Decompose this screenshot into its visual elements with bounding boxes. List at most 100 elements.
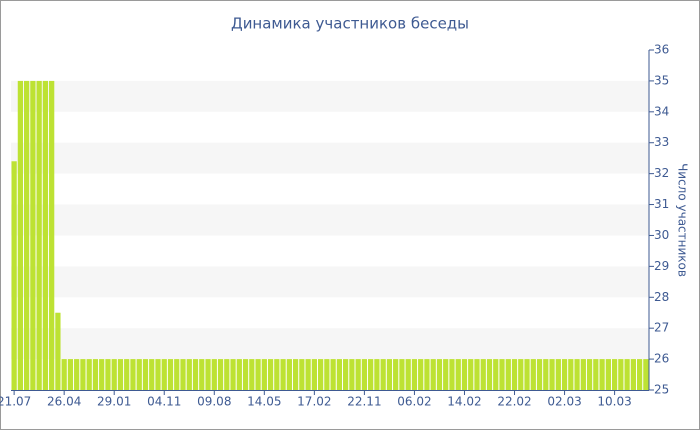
bar xyxy=(205,359,211,390)
bar xyxy=(161,359,167,390)
y-tick-label: 36 xyxy=(654,43,669,57)
bar xyxy=(586,359,593,390)
y-tick-label: 27 xyxy=(654,321,669,335)
bar xyxy=(543,359,549,390)
bar xyxy=(530,359,536,390)
bar xyxy=(99,359,105,390)
bar xyxy=(549,359,555,390)
bar xyxy=(30,80,36,390)
bar xyxy=(330,359,336,390)
bar xyxy=(199,359,205,390)
plot-background xyxy=(11,80,649,360)
bar xyxy=(292,359,299,390)
bar xyxy=(36,80,42,390)
bar xyxy=(355,359,361,390)
y-tick-label: 32 xyxy=(654,166,669,180)
bar xyxy=(236,359,242,390)
x-tick-label: 17.02 xyxy=(297,395,331,409)
x-tick-label: 22.02 xyxy=(497,395,531,409)
bar xyxy=(311,359,317,390)
bar xyxy=(136,359,142,390)
bar xyxy=(593,359,599,390)
bar xyxy=(561,359,568,390)
bar xyxy=(117,359,124,390)
bar xyxy=(92,359,99,390)
x-tick-label: 10.03 xyxy=(597,395,631,409)
bar xyxy=(393,359,399,390)
x-tick-label: 04.11 xyxy=(147,395,181,409)
bar xyxy=(224,359,230,390)
bar xyxy=(49,80,55,390)
bar xyxy=(61,359,67,390)
x-tick-label: 06.02 xyxy=(397,395,431,409)
bar xyxy=(461,359,468,390)
x-tick-label: 21.07 xyxy=(0,395,31,409)
bar xyxy=(599,359,605,390)
bar xyxy=(474,359,480,390)
bar xyxy=(142,359,149,390)
bar xyxy=(636,359,643,390)
bar xyxy=(468,359,474,390)
bar xyxy=(361,359,368,390)
bar xyxy=(24,80,30,390)
bar xyxy=(455,359,461,390)
bar xyxy=(261,359,267,390)
y-tick-label: 29 xyxy=(654,259,669,273)
bar xyxy=(174,359,180,390)
bar xyxy=(67,359,74,390)
bar xyxy=(305,359,311,390)
bar xyxy=(192,359,199,390)
bar xyxy=(580,359,586,390)
grid-band xyxy=(11,80,649,112)
bar xyxy=(11,161,17,390)
bar xyxy=(624,359,630,390)
bar xyxy=(499,359,505,390)
x-tick-label: 29.01 xyxy=(97,395,131,409)
bar xyxy=(618,359,624,390)
bar xyxy=(568,359,574,390)
bar xyxy=(449,359,455,390)
bar xyxy=(167,359,174,390)
bar xyxy=(349,359,355,390)
bar xyxy=(536,359,543,390)
bar xyxy=(605,359,611,390)
bar xyxy=(105,359,111,390)
y-tick-label: 33 xyxy=(654,135,669,149)
bar xyxy=(436,359,443,390)
bar xyxy=(155,359,161,390)
bar xyxy=(368,359,374,390)
y-tick-label: 26 xyxy=(654,352,669,366)
x-tick-label: 26.04 xyxy=(47,395,81,409)
bar xyxy=(249,359,255,390)
bar xyxy=(574,359,580,390)
bar xyxy=(186,359,192,390)
x-tick-label: 14.02 xyxy=(447,395,481,409)
bar xyxy=(130,359,136,390)
bar xyxy=(405,359,411,390)
bar xyxy=(374,359,380,390)
bar xyxy=(124,359,130,390)
y-tick-label: 31 xyxy=(654,197,669,211)
bar xyxy=(430,359,436,390)
y-tick-label: 34 xyxy=(654,104,669,118)
bar xyxy=(418,359,424,390)
bar xyxy=(343,359,349,390)
bar xyxy=(180,359,186,390)
bar xyxy=(217,359,224,390)
bar xyxy=(336,359,343,390)
x-tick-label: 14.05 xyxy=(247,395,281,409)
bar xyxy=(518,359,524,390)
bar xyxy=(386,359,393,390)
bar xyxy=(149,359,155,390)
chart-title: Динамика участников беседы xyxy=(231,15,469,33)
bar xyxy=(630,359,636,390)
bar xyxy=(411,359,418,390)
x-tick-label: 02.03 xyxy=(547,395,581,409)
x-tick-label: 22.11 xyxy=(347,395,381,409)
bar xyxy=(493,359,499,390)
bar xyxy=(380,359,386,390)
bar xyxy=(230,359,236,390)
bar xyxy=(42,80,49,390)
bar xyxy=(317,359,324,390)
